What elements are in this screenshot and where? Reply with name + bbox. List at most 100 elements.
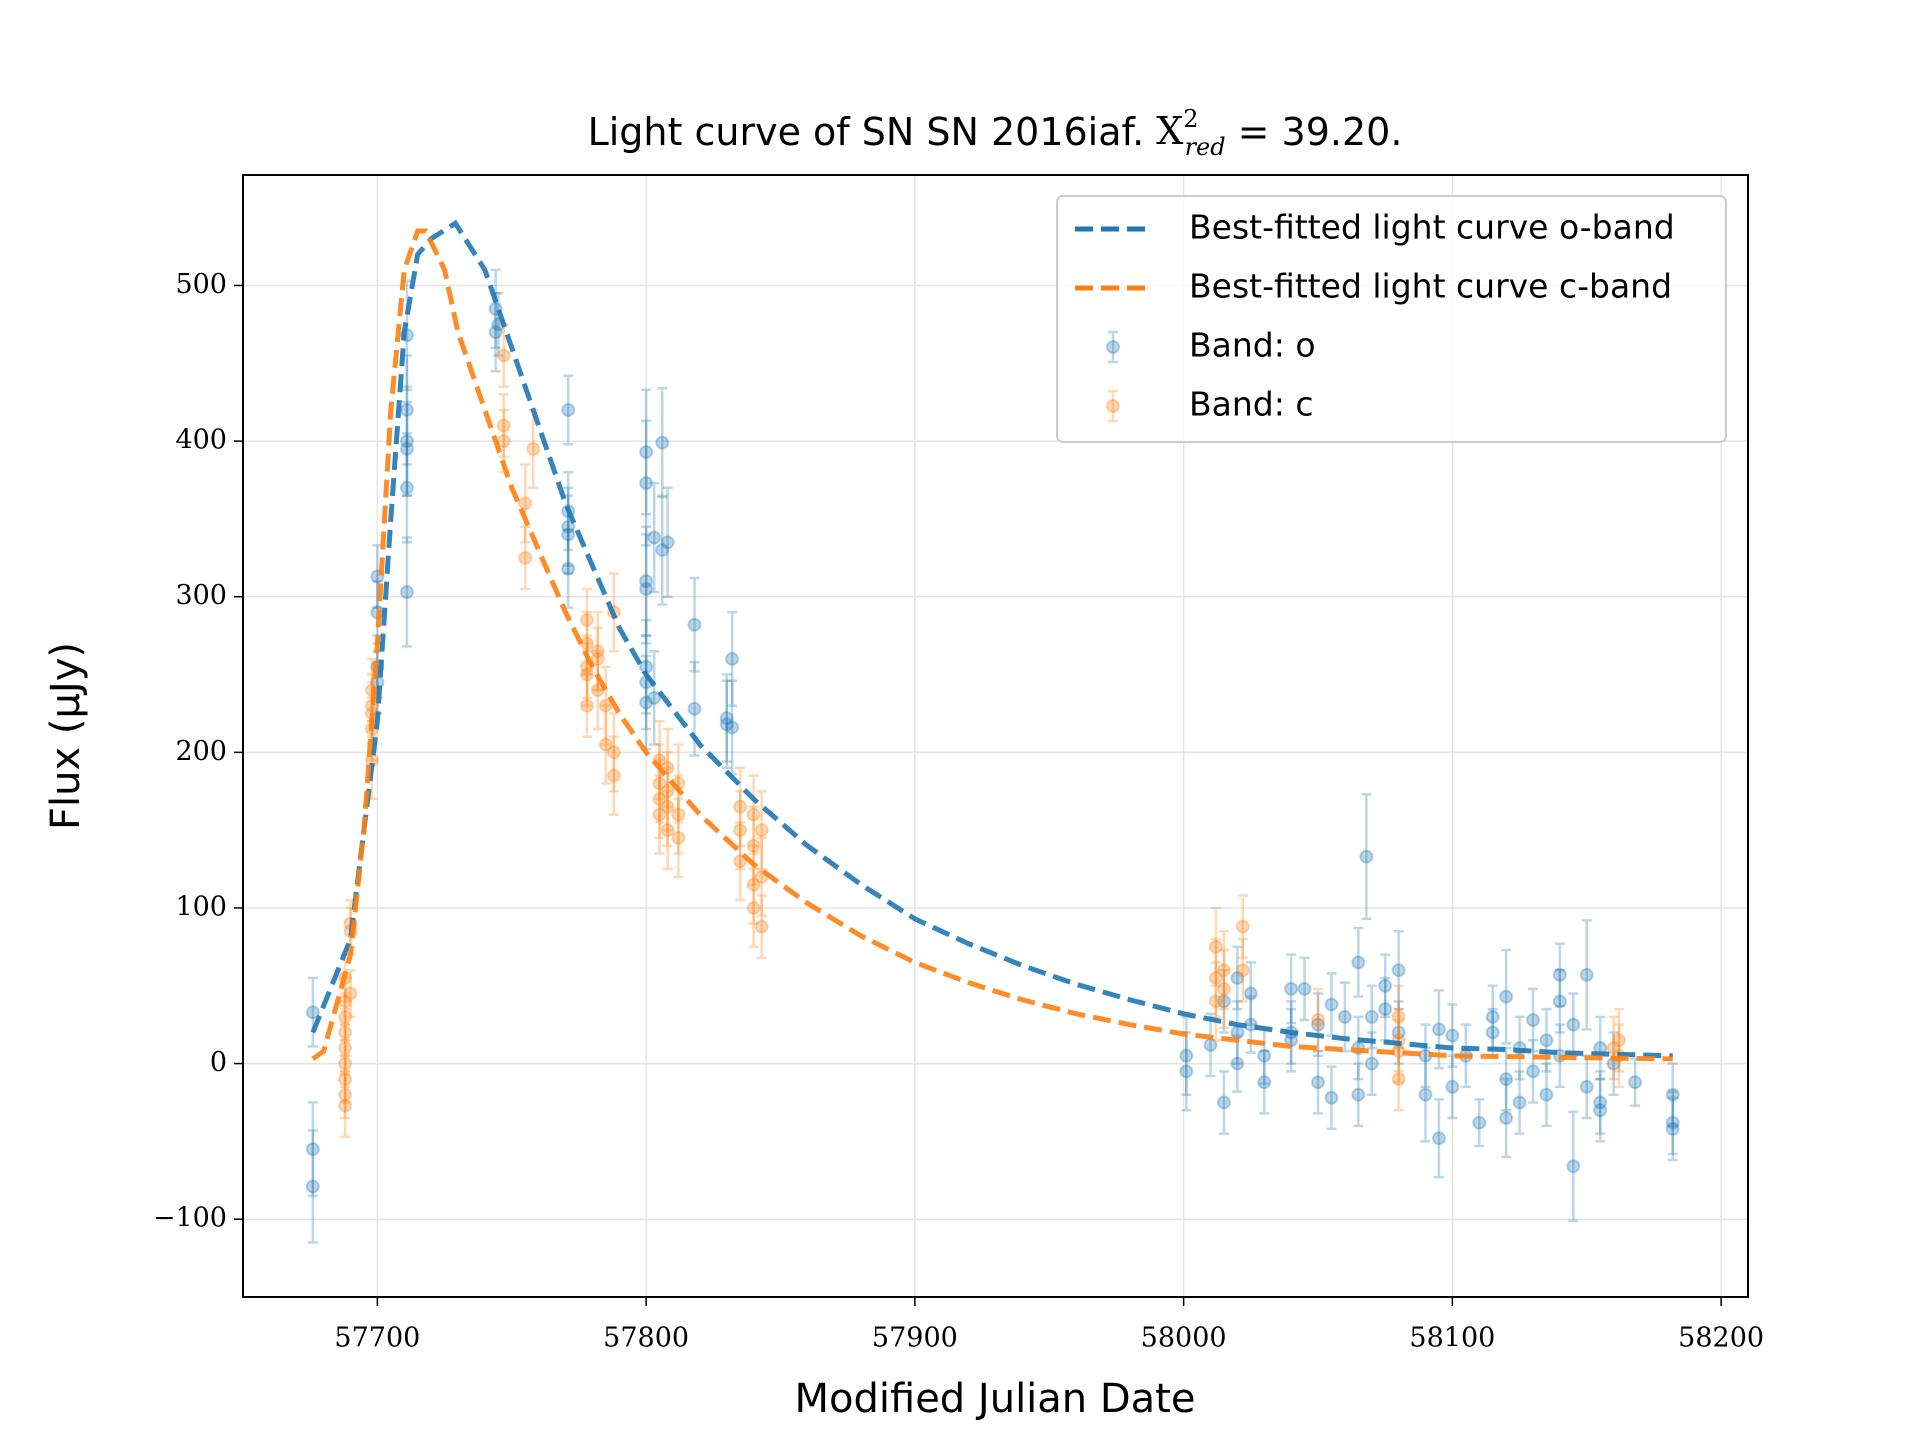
data-point [580, 667, 594, 682]
data-point [746, 807, 761, 822]
title-superscript: 2 [1183, 105, 1198, 133]
error-bar [1447, 1003, 1458, 1068]
y-tick-label: 100 [175, 891, 227, 922]
data-point [687, 617, 702, 632]
error-bar [662, 751, 673, 832]
data-point [305, 1179, 320, 1194]
legend-label: Band: o [1189, 326, 1316, 365]
error-bar [1501, 1077, 1512, 1159]
data-point [1216, 963, 1231, 978]
data-point [1208, 994, 1223, 1009]
legend-swatch [1106, 399, 1120, 413]
data-point [1324, 1090, 1339, 1105]
error-bar [1205, 1012, 1216, 1078]
error-bar [1393, 930, 1404, 1011]
data-point [1593, 1095, 1608, 1110]
data-point [561, 527, 576, 542]
fit-curve [310, 219, 1673, 1059]
data-point [1579, 1079, 1594, 1094]
data-point [1337, 1009, 1352, 1024]
error-bar [1218, 930, 1229, 1011]
error-bar [1420, 1023, 1431, 1089]
data-point [1499, 1072, 1514, 1087]
error-bar [649, 481, 660, 594]
data-point [1431, 1131, 1446, 1146]
data-point [719, 717, 734, 732]
data-point [1378, 978, 1393, 993]
data-point [671, 830, 686, 845]
x-tick-label: 58200 [1678, 1323, 1764, 1354]
data-point [754, 823, 769, 838]
data-point [338, 1072, 353, 1087]
data-point [1311, 1075, 1325, 1090]
data-point [1485, 1009, 1500, 1024]
data-point [639, 574, 654, 589]
error-bar [662, 486, 673, 598]
data-point [526, 441, 541, 456]
data-point [655, 435, 670, 450]
legend-swatch [1108, 330, 1118, 364]
data-point [754, 919, 769, 934]
data-point [580, 613, 594, 628]
data-point [1612, 1033, 1626, 1048]
error-bar [654, 774, 665, 855]
data-point [606, 768, 621, 783]
data-point [639, 581, 654, 596]
data-point [496, 418, 511, 433]
error-bar [1232, 945, 1243, 1011]
y-tick-label: 200 [175, 736, 227, 767]
error-bar [735, 821, 746, 902]
error-bar [1541, 1062, 1552, 1128]
data-point [561, 402, 576, 417]
data-point [655, 543, 670, 558]
error-bar [1608, 1031, 1619, 1096]
x-tick-label: 58000 [1141, 1323, 1227, 1354]
error-bar [1667, 1096, 1678, 1162]
error-bar [1581, 919, 1592, 1031]
error-bar [689, 576, 700, 673]
data-point [1665, 1087, 1680, 1102]
error-bar [1608, 1015, 1619, 1081]
error-bar [345, 968, 356, 1019]
data-point [338, 1041, 353, 1056]
error-bar [641, 634, 652, 731]
error-bar [1595, 1077, 1606, 1143]
error-bar [520, 463, 531, 544]
data-point [1579, 967, 1594, 982]
data-point [652, 792, 667, 807]
error-bar [340, 1073, 351, 1138]
data-point [305, 1142, 320, 1157]
error-bar [1313, 992, 1323, 1058]
error-bar [1353, 926, 1364, 998]
error-bar [1237, 937, 1248, 1003]
error-bar [340, 1070, 351, 1120]
data-point [1665, 1121, 1680, 1136]
data-point [1485, 1025, 1500, 1040]
data-point [725, 720, 740, 735]
data-point [647, 530, 662, 545]
data-point [1606, 1041, 1621, 1056]
error-bar [1393, 1018, 1404, 1084]
data-point [1216, 1095, 1231, 1110]
error-bar [1501, 948, 1512, 1045]
error-bar [1514, 1070, 1525, 1135]
data-point [1391, 963, 1406, 978]
data-point [652, 807, 667, 822]
error-bar [654, 719, 665, 801]
data-point [1359, 849, 1374, 864]
data-point [606, 745, 621, 760]
error-bar [748, 805, 759, 886]
error-bar [1393, 1007, 1404, 1073]
data-point [652, 776, 667, 791]
error-bar [1286, 1007, 1297, 1073]
data-point [1552, 967, 1567, 982]
data-point [1445, 1028, 1460, 1043]
error-bar [641, 388, 652, 516]
data-point [343, 986, 358, 1001]
error-bar [662, 727, 673, 809]
error-bar [600, 704, 611, 785]
error-bar [340, 1023, 351, 1073]
error-bar [1286, 953, 1297, 1025]
error-bar [608, 735, 619, 816]
